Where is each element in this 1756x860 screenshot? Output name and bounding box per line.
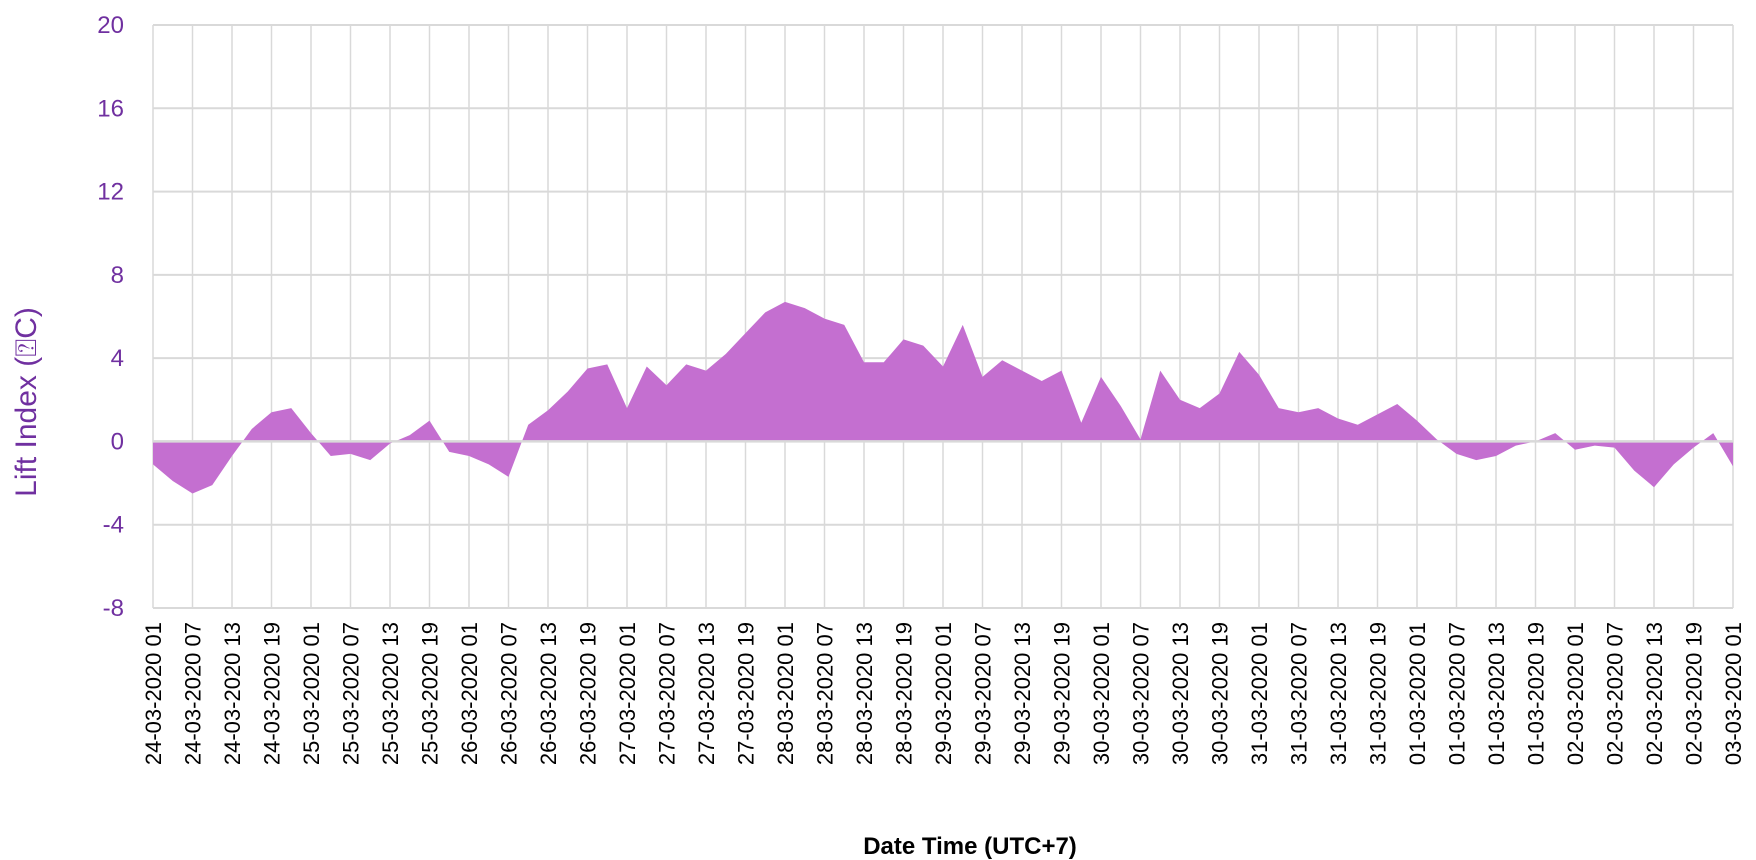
y-tick-label: -8: [103, 595, 124, 622]
x-tick-label: 30-03-2020 07: [1129, 622, 1154, 765]
x-tick-label: 25-03-2020 19: [418, 622, 443, 765]
x-tick-label: 30-03-2020 01: [1089, 622, 1114, 765]
y-tick-label: 12: [97, 179, 124, 206]
x-tick-label: 27-03-2020 19: [734, 622, 759, 765]
x-tick-label: 24-03-2020 01: [141, 622, 166, 765]
x-tick-label: 30-03-2020 13: [1168, 622, 1193, 765]
x-tick-label: 25-03-2020 13: [378, 622, 403, 765]
x-tick-label: 26-03-2020 07: [497, 622, 522, 765]
x-axis-title: Date Time (UTC+7): [863, 833, 1077, 860]
y-tick-label: 20: [97, 12, 124, 39]
x-tick-label: 27-03-2020 13: [694, 622, 719, 765]
x-tick-label: 02-03-2020 19: [1682, 622, 1707, 765]
x-tick-label: 01-03-2020 01: [1405, 622, 1430, 765]
x-tick-label: 27-03-2020 07: [655, 622, 680, 765]
x-tick-label: 29-03-2020 01: [931, 622, 956, 765]
y-axis-title: Lift Index (⍰C): [10, 307, 43, 497]
x-tick-label: 25-03-2020 07: [339, 622, 364, 765]
x-tick-label: 26-03-2020 13: [536, 622, 561, 765]
x-tick-label: 02-03-2020 01: [1563, 622, 1588, 765]
x-tick-label: 26-03-2020 01: [457, 622, 482, 765]
x-axis-ticks: 24-03-2020 01 24-03-2020 07 24-03-2020 13 2…: [141, 622, 1746, 765]
x-tick-label: 28-03-2020 13: [852, 622, 877, 765]
x-tick-label: 25-03-2020 01: [299, 622, 324, 765]
y-tick-label: -4: [103, 512, 124, 539]
x-tick-label: 24-03-2020 07: [181, 622, 206, 765]
x-tick-label: 02-03-2020 07: [1603, 622, 1628, 765]
x-tick-label: 29-03-2020 13: [1010, 622, 1035, 765]
x-tick-label: 28-03-2020 19: [892, 622, 917, 765]
y-tick-label: 0: [111, 428, 124, 455]
x-tick-label: 29-03-2020 07: [971, 622, 996, 765]
x-tick-label: 29-03-2020 19: [1050, 622, 1075, 765]
x-tick-label: 03-03-2020 01: [1721, 622, 1746, 765]
x-tick-label: 31-03-2020 01: [1247, 622, 1272, 765]
area-series: [153, 301, 1733, 494]
x-tick-label: 02-03-2020 13: [1642, 622, 1667, 765]
x-tick-label: 31-03-2020 13: [1326, 622, 1351, 765]
x-tick-label: 01-03-2020 19: [1524, 622, 1549, 765]
y-axis-ticks: -8 -4 0 4 8 12 16 20: [97, 12, 124, 622]
x-tick-label: 24-03-2020 19: [260, 622, 285, 765]
grid-lines: [152, 24, 1734, 609]
x-tick-label: 26-03-2020 19: [576, 622, 601, 765]
x-tick-label: 01-03-2020 13: [1484, 622, 1509, 765]
y-tick-label: 8: [111, 262, 124, 289]
x-tick-label: 27-03-2020 01: [615, 622, 640, 765]
x-tick-label: 24-03-2020 13: [220, 622, 245, 765]
y-tick-label: 16: [97, 95, 124, 122]
x-tick-label: 30-03-2020 19: [1208, 622, 1233, 765]
x-tick-label: 31-03-2020 19: [1366, 622, 1391, 765]
lift-index-area: [153, 301, 1733, 494]
x-tick-label: 28-03-2020 01: [773, 622, 798, 765]
x-tick-label: 28-03-2020 07: [813, 622, 838, 765]
x-tick-label: 31-03-2020 07: [1287, 622, 1312, 765]
x-tick-label: 01-03-2020 07: [1445, 622, 1470, 765]
y-tick-label: 4: [111, 345, 124, 372]
